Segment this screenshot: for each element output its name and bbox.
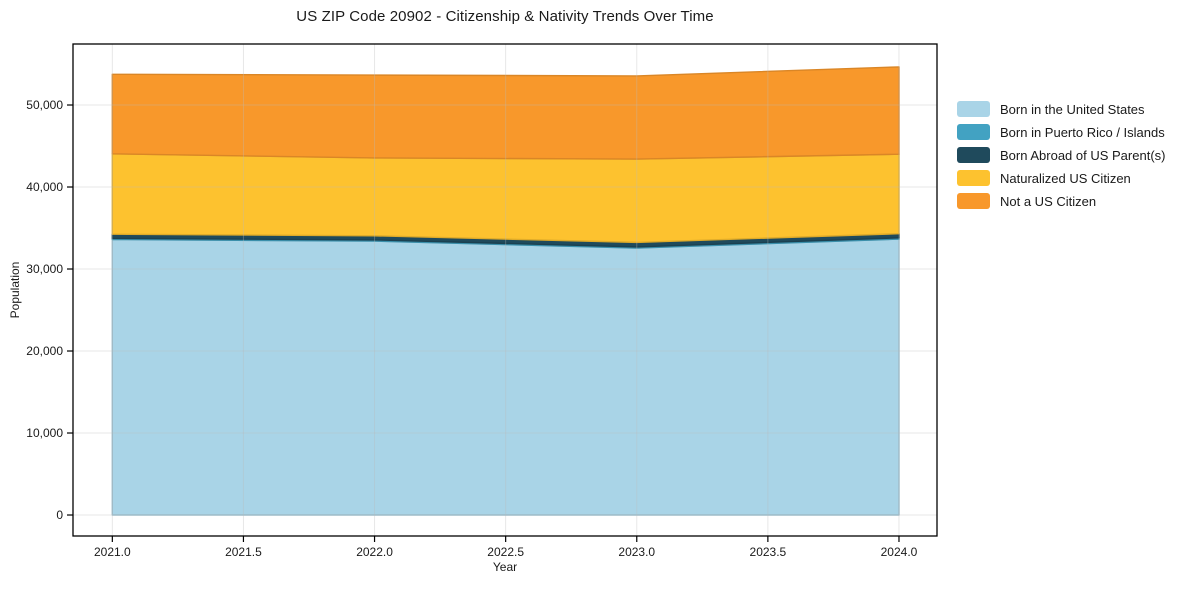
legend: Born in the United States Born in Puerto … — [957, 101, 1165, 216]
y-tick-label: 50,000 — [26, 98, 63, 112]
legend-swatch-icon — [957, 193, 990, 209]
legend-item: Naturalized US Citizen — [957, 170, 1165, 186]
legend-swatch-icon — [957, 170, 990, 186]
y-tick-label: 10,000 — [26, 426, 63, 440]
x-axis-label: Year — [492, 560, 518, 574]
x-tick-label: 2024.0 — [881, 545, 918, 559]
legend-item: Not a US Citizen — [957, 193, 1165, 209]
area-not-a-us-citizen — [111, 66, 900, 160]
chart-title: US ZIP Code 20902 - Citizenship & Nativi… — [296, 8, 714, 25]
legend-item: Born in the United States — [957, 101, 1165, 117]
legend-label: Born in the United States — [1000, 101, 1145, 117]
y-tick-label: 40,000 — [26, 180, 63, 194]
plot-frame — [72, 43, 938, 537]
x-tick-label: 2021.0 — [94, 545, 131, 559]
tick-marks — [67, 104, 900, 542]
legend-swatch-icon — [957, 124, 990, 140]
legend-label: Born in Puerto Rico / Islands — [1000, 124, 1165, 140]
x-tick-label: 2023.0 — [618, 545, 655, 559]
gridlines — [73, 44, 937, 536]
x-tick-label: 2021.5 — [225, 545, 262, 559]
legend-label: Naturalized US Citizen — [1000, 170, 1131, 186]
x-tick-label: 2023.5 — [750, 545, 787, 559]
y-tick-label: 0 — [56, 508, 63, 522]
legend-label: Born Abroad of US Parent(s) — [1000, 147, 1166, 163]
y-tick-label: 30,000 — [26, 262, 63, 276]
legend-item: Born Abroad of US Parent(s) — [957, 147, 1165, 163]
y-axis-label: Population — [8, 261, 22, 319]
legend-swatch-icon — [957, 147, 990, 163]
legend-swatch-icon — [957, 101, 990, 117]
y-tick-label: 20,000 — [26, 344, 63, 358]
area-series-group — [111, 66, 900, 516]
legend-label: Not a US Citizen — [1000, 193, 1097, 209]
x-tick-label: 2022.5 — [487, 545, 524, 559]
tick-labels: 2021.0 2021.5 2022.0 2022.5 2023.0 2023.5 2024… — [26, 98, 917, 559]
legend-item: Born in Puerto Rico / Islands — [957, 124, 1165, 140]
x-tick-label: 2022.0 — [356, 545, 393, 559]
